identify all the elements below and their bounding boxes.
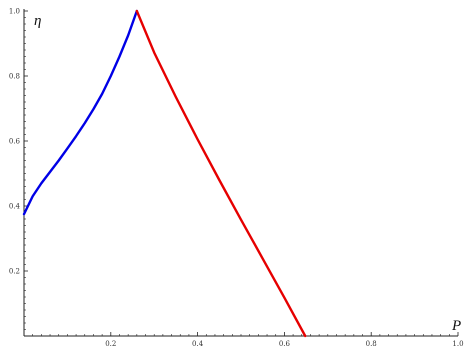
x-axis-label: P bbox=[451, 318, 461, 334]
x-tick-label: 1.0 bbox=[452, 340, 463, 348]
x-tick-label: 0.2 bbox=[105, 340, 116, 348]
series-line-2 bbox=[135, 9, 307, 338]
x-tick-label: 0.4 bbox=[192, 340, 204, 348]
x-tick-label: 0.6 bbox=[279, 340, 291, 348]
axes bbox=[23, 9, 458, 337]
x-tick-label: 0.8 bbox=[366, 340, 377, 348]
series-group bbox=[22, 9, 307, 338]
y-tick-label: 0.2 bbox=[9, 268, 20, 276]
y-axis-label: η bbox=[34, 13, 41, 29]
y-tick-label: 0.6 bbox=[9, 138, 21, 146]
y-tick-label: 0.8 bbox=[9, 73, 20, 81]
series-line-1 bbox=[22, 9, 139, 216]
y-tick-label: 1.0 bbox=[9, 8, 20, 16]
y-ticks: 0.2 0.4 0.6 0.8 1.0 bbox=[9, 8, 28, 330]
y-tick-label: 0.4 bbox=[9, 203, 21, 211]
x-ticks: 0.2 0.4 0.6 0.8 1.0 bbox=[32, 332, 464, 348]
